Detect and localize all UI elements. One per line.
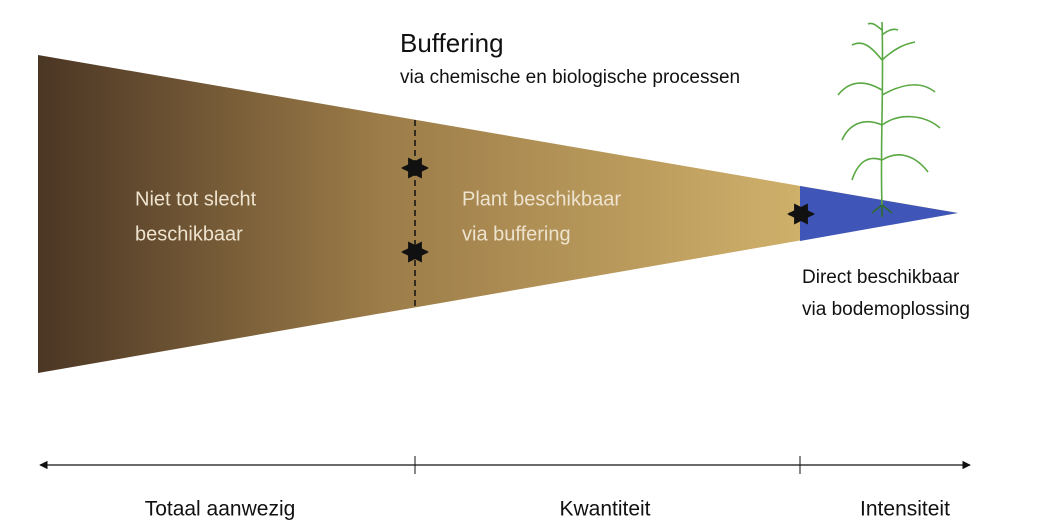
region-label: via bodemoplossing bbox=[802, 299, 970, 320]
subtitle: via chemische en biologische processen bbox=[400, 67, 740, 88]
page: {"header": {"title": "Buffering", "subti… bbox=[0, 0, 1045, 528]
region-label: Direct beschikbaar bbox=[802, 267, 960, 288]
title: Buffering bbox=[400, 28, 504, 58]
axis-label: Kwantiteit bbox=[559, 498, 650, 521]
solution-region bbox=[800, 186, 958, 241]
plant bbox=[838, 22, 940, 217]
region-label: via buffering bbox=[462, 223, 571, 245]
region-label: Plant beschikbaar bbox=[462, 188, 621, 210]
axis-label: Totaal aanwezig bbox=[145, 498, 296, 521]
diagram: Buffering via chemische en biologische p… bbox=[0, 0, 1045, 528]
region-label: Niet tot slecht bbox=[135, 188, 257, 210]
axis-label: Intensiteit bbox=[860, 498, 950, 521]
region-label: beschikbaar bbox=[135, 223, 243, 245]
